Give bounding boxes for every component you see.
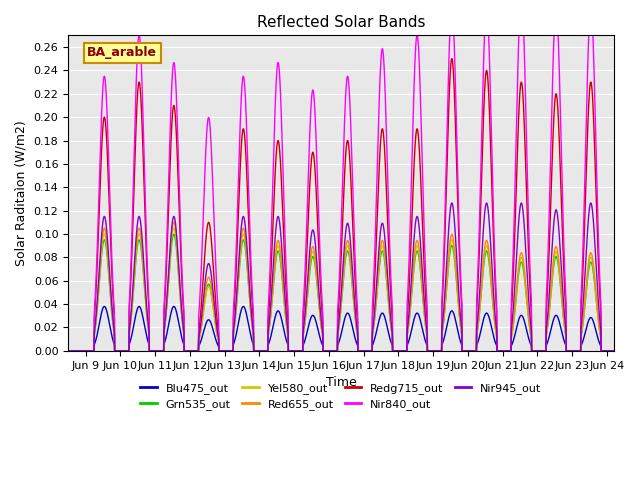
Yel580_out [163, 296, 171, 301]
Red655_out [392, 348, 399, 354]
Yel580_out [610, 348, 618, 354]
Yel580_out [170, 225, 178, 231]
Grn535_out [163, 298, 171, 304]
Blu475_out [419, 329, 427, 335]
Red655_out [419, 293, 427, 299]
Nir840_out [513, 113, 520, 119]
Line: Redg715_out: Redg715_out [68, 59, 614, 351]
Grn535_out [472, 348, 479, 354]
Blu475_out [163, 328, 171, 334]
Title: Reflected Solar Bands: Reflected Solar Bands [257, 15, 425, 30]
Red655_out [273, 241, 280, 247]
Yel580_out [273, 247, 280, 252]
Nir945_out [419, 279, 427, 285]
Blu475_out [135, 303, 143, 309]
Line: Yel580_out: Yel580_out [68, 228, 614, 351]
Nir840_out [419, 186, 427, 192]
Nir945_out [163, 290, 171, 296]
Line: Grn535_out: Grn535_out [68, 234, 614, 351]
Grn535_out [392, 348, 399, 354]
Line: Blu475_out: Blu475_out [68, 306, 614, 351]
Redg715_out [64, 348, 72, 354]
Redg715_out [273, 146, 280, 152]
Nir945_out [273, 219, 280, 225]
Red655_out [170, 219, 178, 225]
Redg715_out [392, 348, 399, 354]
Nir840_out [273, 72, 280, 78]
Nir945_out [483, 200, 490, 206]
Nir945_out [472, 348, 479, 354]
Grn535_out [419, 298, 427, 304]
Yel580_out [419, 295, 427, 301]
Redg715_out [419, 234, 427, 240]
Red655_out [64, 348, 72, 354]
Grn535_out [273, 252, 280, 257]
Grn535_out [64, 348, 72, 354]
Redg715_out [472, 348, 479, 354]
Nir840_out [472, 348, 479, 354]
Nir945_out [513, 249, 520, 255]
Blu475_out [392, 348, 399, 354]
Line: Nir945_out: Nir945_out [68, 203, 614, 351]
Text: BA_arable: BA_arable [87, 47, 157, 60]
Nir945_out [392, 348, 399, 354]
Redg715_out [163, 243, 171, 249]
Line: Nir840_out: Nir840_out [68, 0, 614, 351]
Redg715_out [513, 168, 520, 174]
Yel580_out [392, 348, 399, 354]
Blu475_out [513, 324, 520, 330]
Nir945_out [64, 348, 72, 354]
Yel580_out [64, 348, 72, 354]
Grn535_out [610, 348, 618, 354]
Y-axis label: Solar Raditaìon (W/m2): Solar Raditaìon (W/m2) [15, 120, 28, 266]
Redg715_out [610, 348, 618, 354]
X-axis label: Time: Time [326, 376, 356, 389]
Line: Red655_out: Red655_out [68, 222, 614, 351]
Legend: Blu475_out, Grn535_out, Yel580_out, Red655_out, Redg715_out, Nir840_out, Nir945_: Blu475_out, Grn535_out, Yel580_out, Red6… [136, 378, 546, 415]
Grn535_out [513, 288, 520, 294]
Red655_out [472, 348, 479, 354]
Yel580_out [513, 285, 520, 291]
Blu475_out [610, 348, 618, 354]
Nir840_out [64, 348, 72, 354]
Redg715_out [448, 56, 456, 61]
Red655_out [513, 282, 520, 288]
Red655_out [163, 293, 171, 299]
Yel580_out [472, 348, 479, 354]
Nir840_out [392, 348, 399, 354]
Blu475_out [64, 348, 72, 354]
Nir945_out [610, 348, 618, 354]
Blu475_out [273, 310, 280, 315]
Nir840_out [163, 225, 171, 230]
Nir840_out [610, 348, 618, 354]
Red655_out [610, 348, 618, 354]
Blu475_out [472, 348, 479, 354]
Grn535_out [170, 231, 178, 237]
